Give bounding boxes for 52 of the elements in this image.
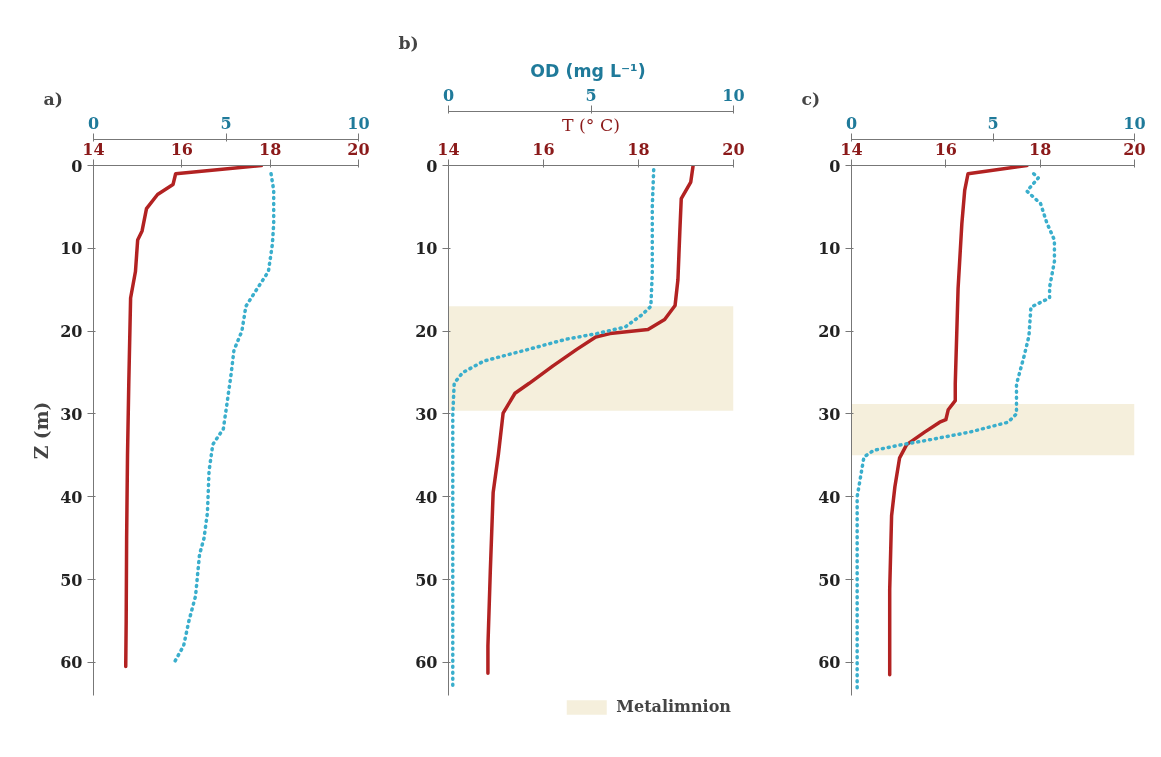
line-series bbox=[887, 165, 1029, 677]
y-tick-label: 40 bbox=[60, 487, 83, 507]
x2-tick-label: 5 bbox=[220, 113, 232, 133]
x-tick-label: 20 bbox=[722, 139, 745, 159]
y-tick-label: 10 bbox=[818, 239, 841, 259]
x-tick-label: 18 bbox=[1029, 139, 1052, 159]
x-tick-label: 14 bbox=[82, 139, 105, 159]
x2-tick-label: 10 bbox=[347, 113, 370, 133]
y-tick-label: 60 bbox=[60, 653, 83, 673]
y-tick-label: 20 bbox=[818, 322, 841, 342]
x2-tick-label: 0 bbox=[442, 85, 455, 105]
y-tick-label: 30 bbox=[818, 404, 841, 424]
y-axis-title: Z (m) bbox=[30, 401, 53, 460]
y-tick-label: 40 bbox=[818, 487, 841, 507]
y-tick-label: 0 bbox=[829, 156, 841, 176]
y-tick-label: 10 bbox=[60, 239, 83, 259]
y-tick-label: 30 bbox=[60, 404, 83, 424]
x-axis-title: T (° C) bbox=[561, 114, 621, 135]
y-tick-label: 30 bbox=[415, 404, 438, 424]
y-tick-label: 50 bbox=[818, 570, 841, 590]
y-tick-label: 20 bbox=[415, 322, 438, 342]
chart-title: c) bbox=[801, 88, 821, 109]
line-series bbox=[486, 165, 695, 675]
y-tick-label: 20 bbox=[60, 322, 83, 342]
chart-title: b) bbox=[398, 32, 419, 53]
y-tick-label: 60 bbox=[818, 653, 841, 673]
legend-label: Metalimnion bbox=[616, 697, 731, 716]
x-tick-label: 20 bbox=[1123, 139, 1146, 159]
y-tick-label: 0 bbox=[426, 156, 438, 176]
x2-tick-label: 0 bbox=[87, 113, 100, 133]
y-tick-label: 50 bbox=[60, 570, 83, 590]
line-series bbox=[123, 165, 264, 669]
x2-tick-label: 0 bbox=[845, 113, 858, 133]
x-tick-label: 16 bbox=[934, 139, 957, 159]
x-tick-label: 14 bbox=[437, 139, 460, 159]
x-tick-label: 18 bbox=[259, 139, 282, 159]
x-tick-label: 14 bbox=[840, 139, 863, 159]
y-tick-label: 40 bbox=[415, 487, 438, 507]
x2-tick-label: 10 bbox=[722, 85, 745, 105]
y-tick-label: 50 bbox=[415, 570, 438, 590]
y-tick-label: 10 bbox=[415, 239, 438, 259]
y-tick-label: 0 bbox=[71, 156, 83, 176]
x-tick-label: 16 bbox=[532, 139, 555, 159]
x2-tick-label: 5 bbox=[585, 85, 597, 105]
chart-title: a) bbox=[43, 88, 63, 109]
x-tick-label: 18 bbox=[627, 139, 650, 159]
x2-axis-title: OD (mg L⁻¹) bbox=[530, 60, 646, 81]
x-tick-label: 20 bbox=[347, 139, 370, 159]
x2-tick-label: 10 bbox=[1123, 113, 1146, 133]
x-tick-label: 16 bbox=[170, 139, 193, 159]
x2-tick-label: 5 bbox=[987, 113, 999, 133]
y-tick-label: 60 bbox=[415, 653, 438, 673]
